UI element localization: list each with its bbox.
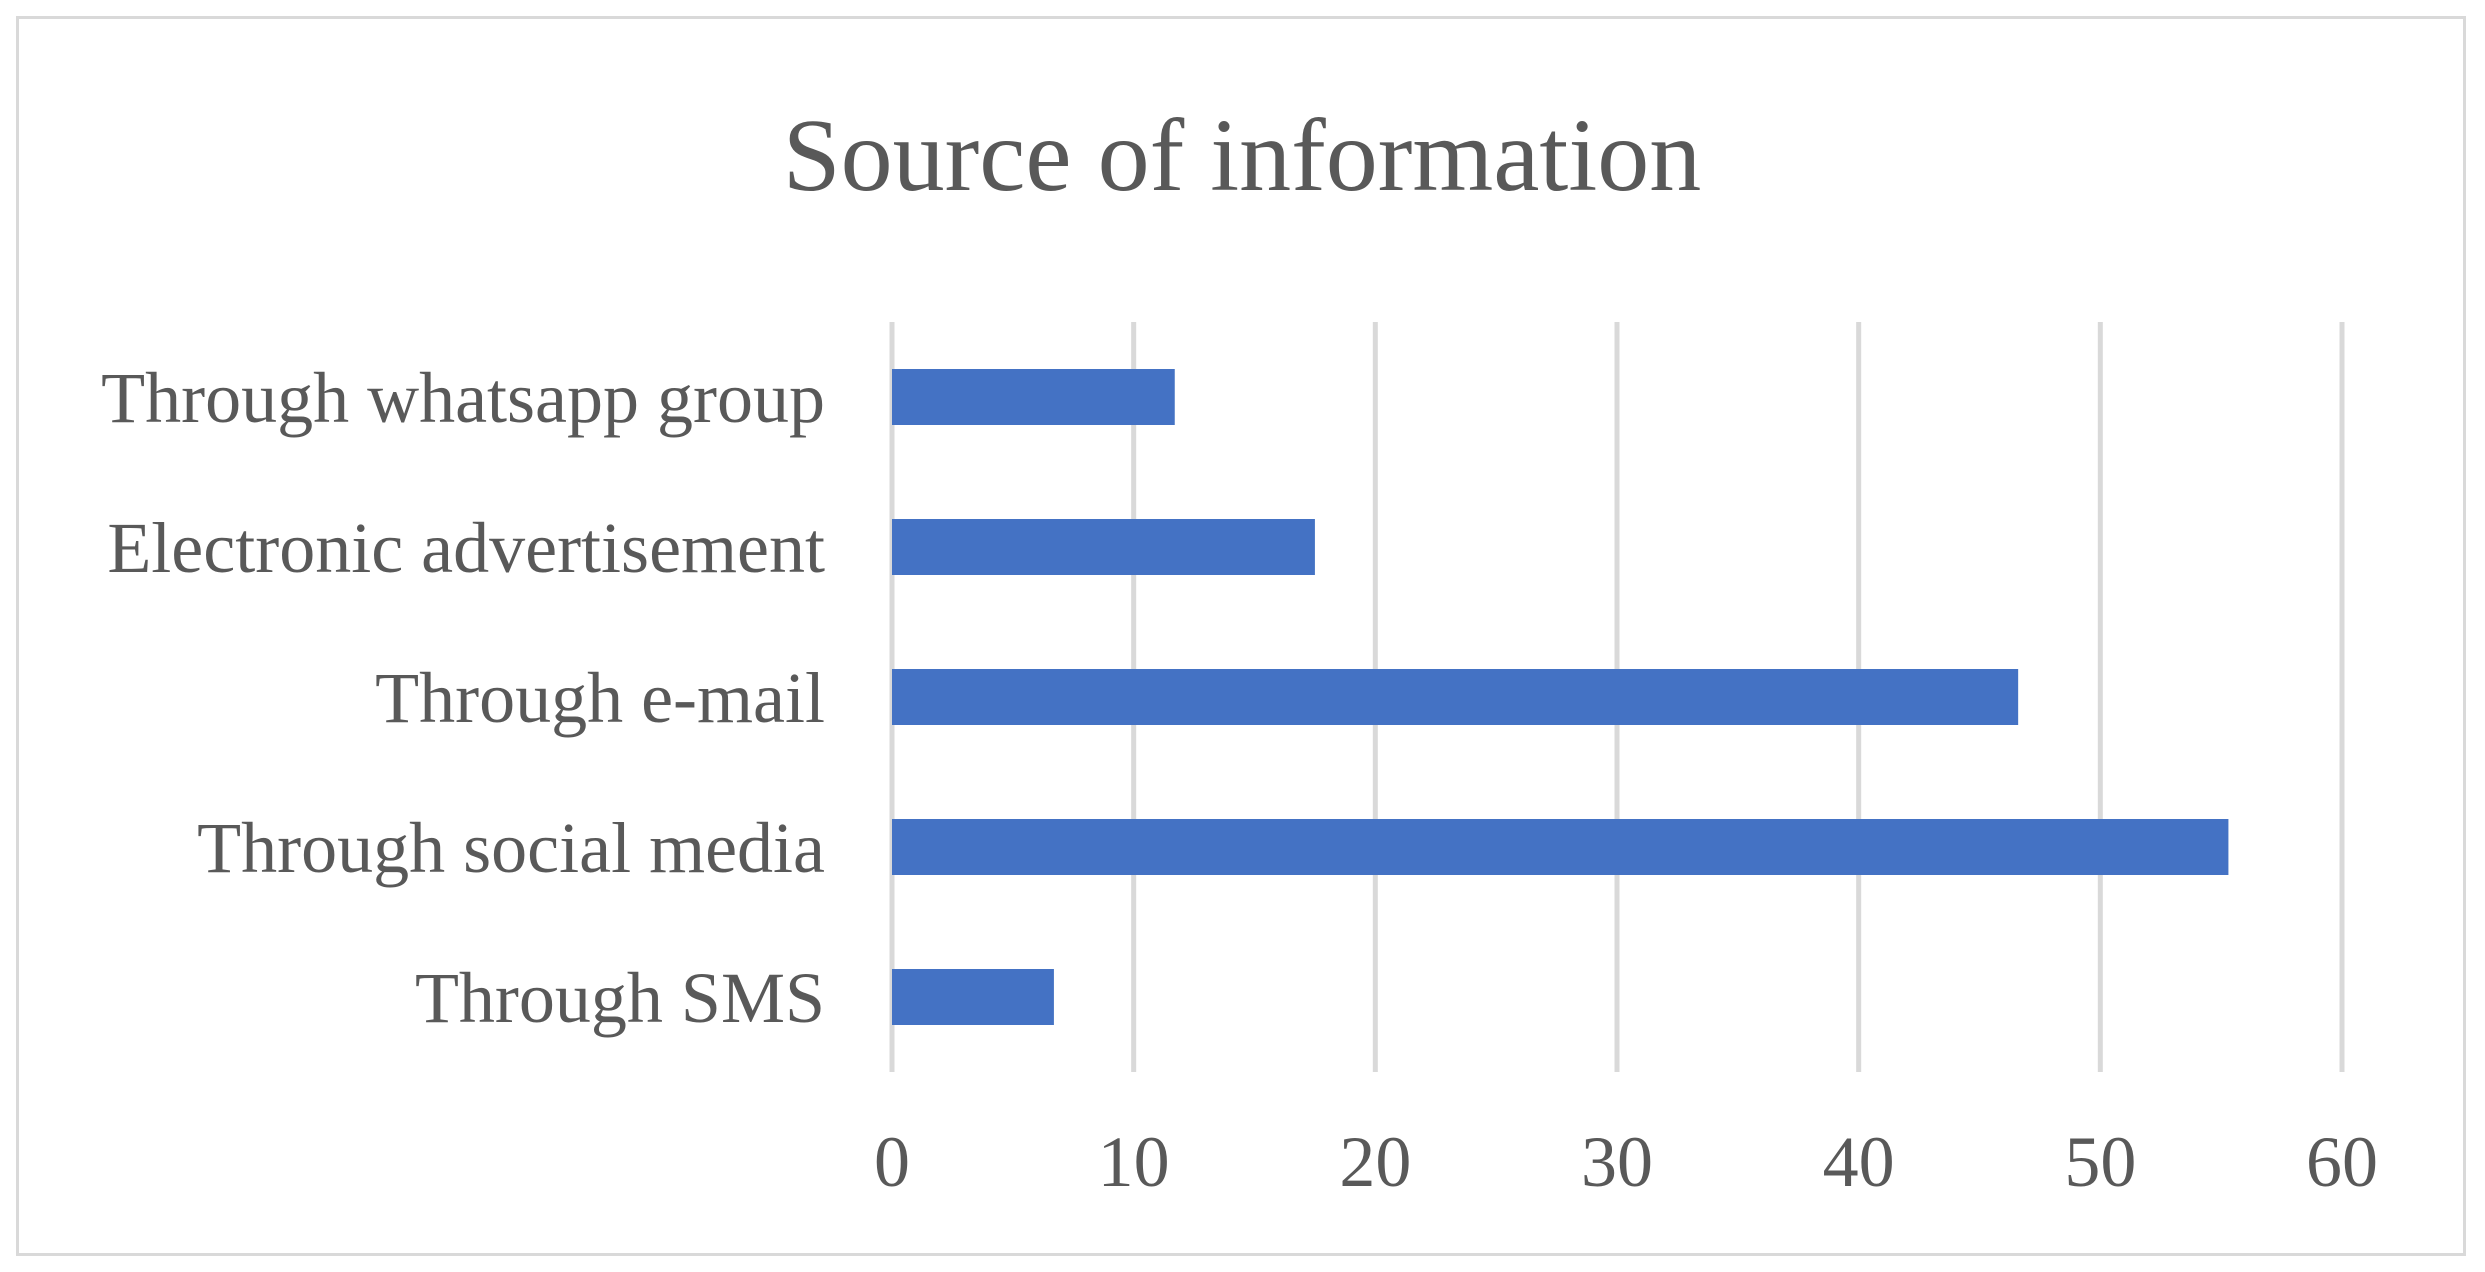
chart-frame [16,16,2466,1256]
category-label: Through e-mail [375,658,825,738]
category-labels: Through whatsapp group Electronic adverti… [101,358,825,1038]
category-label: Electronic advertisement [107,508,825,588]
x-tick-label: 30 [1581,1122,1653,1202]
bar [892,519,1315,575]
bar [892,369,1175,425]
x-tick-label: 40 [1823,1122,1895,1202]
category-label: Through SMS [415,958,825,1038]
category-label: Through whatsapp group [101,358,825,438]
x-tick-label: 50 [2064,1122,2136,1202]
chart-title: Source of information [783,98,1701,213]
bar [892,669,2019,725]
category-label: Through social media [197,808,825,888]
x-tick-label: 10 [1098,1122,1170,1202]
x-tick-labels: 0 10 20 30 40 50 60 [874,1122,2378,1202]
bars [892,369,2229,1025]
x-tick-label: 60 [2306,1122,2378,1202]
bar [892,969,1054,1025]
x-tick-label: 20 [1339,1122,1411,1202]
x-tick-label: 0 [874,1122,910,1202]
bar [892,819,2229,875]
